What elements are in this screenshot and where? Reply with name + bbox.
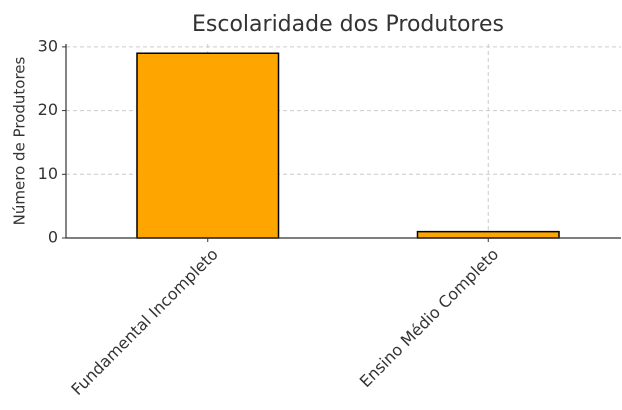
- x-tick-label: Ensino Médio Completo: [356, 245, 503, 392]
- y-axis-label: Número de Produtores: [11, 57, 29, 226]
- y-tick-label: 0: [48, 228, 58, 247]
- x-tick-label: Fundamental Incompleto: [67, 245, 221, 399]
- chart-title: Escolaridade dos Produtores: [192, 12, 504, 37]
- y-tick-label: 30: [38, 36, 58, 55]
- bar: [416, 230, 560, 239]
- y-tick-label: 20: [38, 100, 58, 119]
- y-tick-label: 10: [38, 164, 58, 183]
- bar: [136, 52, 280, 239]
